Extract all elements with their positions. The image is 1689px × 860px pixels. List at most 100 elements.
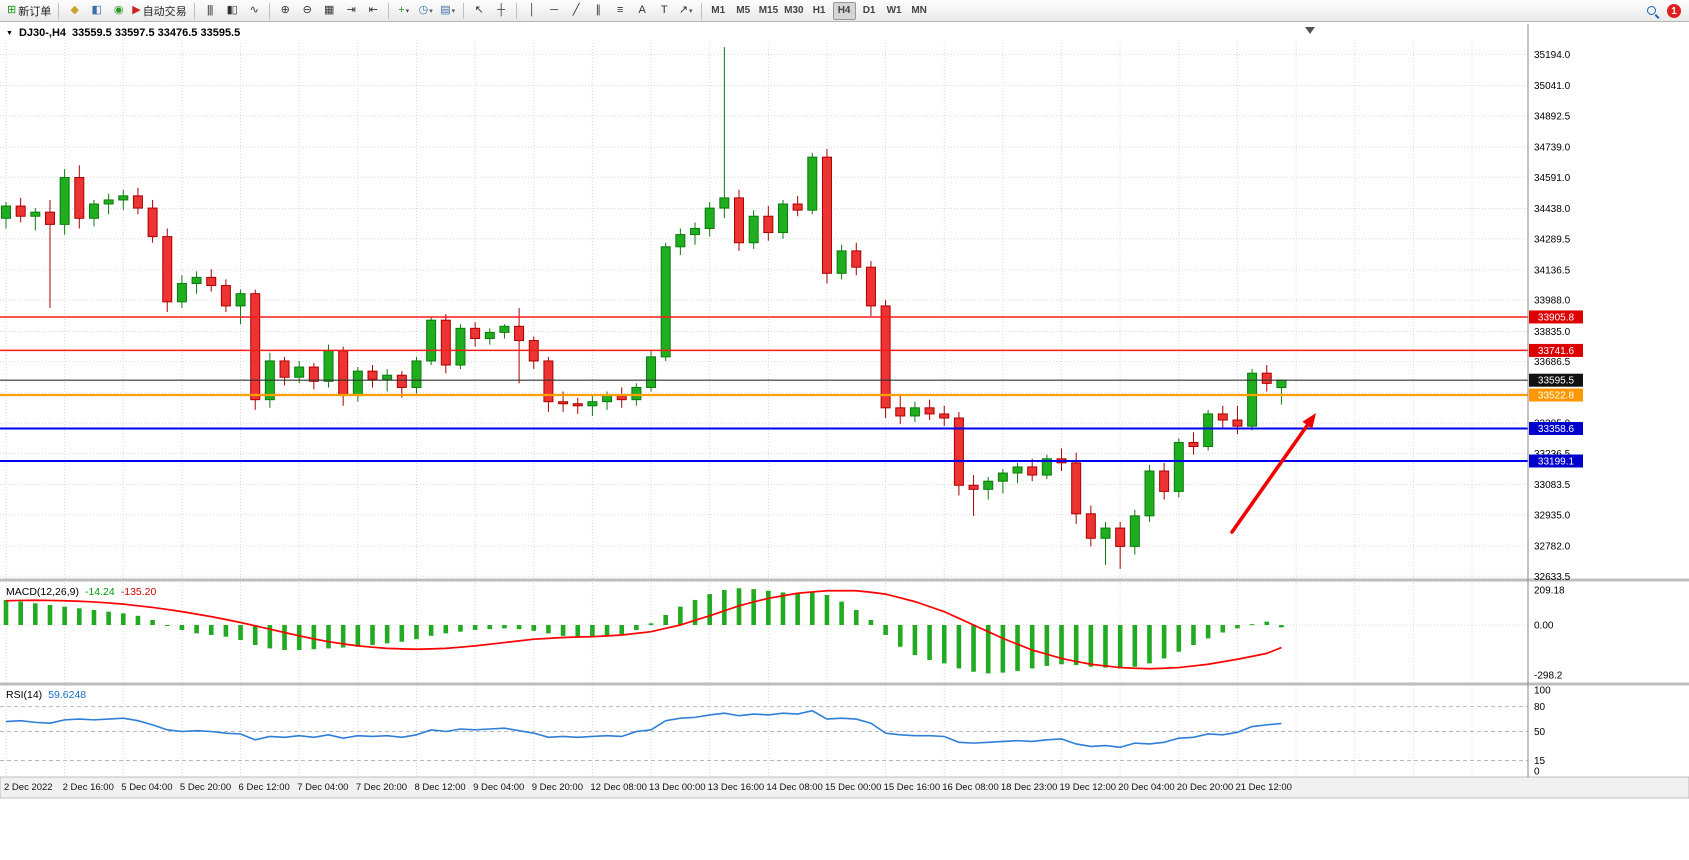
- vertical-line-button[interactable]: │: [522, 2, 542, 20]
- price-label: 32633.5: [1534, 572, 1571, 583]
- crosshair-button[interactable]: ┼: [491, 2, 511, 20]
- timeframe-h1-button[interactable]: H1: [808, 2, 831, 20]
- candle: [118, 189, 129, 211]
- periods-button[interactable]: ◷ ▾: [416, 2, 436, 20]
- macd-histogram-bar: [1205, 625, 1211, 639]
- trendline-button[interactable]: ╱: [566, 2, 586, 20]
- candle-body: [939, 413, 950, 419]
- candle-body: [250, 293, 261, 401]
- time-label: 16 Dec 08:00: [942, 782, 999, 793]
- panel-separator[interactable]: [0, 682, 1689, 686]
- candle: [660, 242, 671, 361]
- panel-separator[interactable]: [0, 578, 1689, 582]
- macd-histogram-bar: [663, 614, 668, 625]
- timeframe-w1-button[interactable]: W1: [883, 2, 906, 20]
- candle: [1232, 405, 1243, 435]
- candle: [514, 307, 525, 384]
- cursor-button[interactable]: ↖: [469, 2, 489, 20]
- timeframe-m5-button[interactable]: M5: [732, 2, 755, 20]
- macd-histogram-bar: [238, 625, 243, 641]
- candle-body: [1012, 466, 1023, 474]
- macd-histogram-bar: [853, 609, 859, 625]
- price-badge-label: 33905.8: [1538, 312, 1575, 323]
- macd-histogram-bar: [355, 625, 361, 647]
- timeframe-m1-button[interactable]: M1: [707, 2, 730, 20]
- macd-histogram-bar: [399, 625, 405, 642]
- time-label: 6 Dec 12:00: [239, 782, 290, 793]
- candle-body: [44, 211, 55, 225]
- auto-scroll-icon: ⇥: [346, 4, 356, 16]
- candle: [191, 271, 202, 294]
- indicators-button[interactable]: + ▾: [394, 2, 414, 20]
- text-button[interactable]: A: [632, 2, 652, 20]
- chart-symbol-dropdown-icon[interactable]: ▼: [6, 29, 13, 37]
- rsi-axis-labels: 100 80 50 150: [1534, 686, 1551, 778]
- timeframe-h4-button[interactable]: H4: [832, 1, 856, 20]
- text-label-button[interactable]: T: [654, 2, 674, 20]
- macd-histogram-bar: [164, 625, 170, 626]
- search-icon[interactable]: [1646, 5, 1659, 18]
- price-badge: 33358.6: [1529, 421, 1583, 435]
- candle-body: [909, 407, 920, 417]
- toolbar-right: 1: [1646, 0, 1681, 22]
- tile-windows-button[interactable]: ▦: [319, 2, 339, 20]
- main-chart-area[interactable]: [0, 43, 1528, 578]
- data-window-button[interactable]: ◧: [86, 2, 106, 20]
- time-label: 21 Dec 12:00: [1235, 782, 1292, 793]
- macd-histogram-bar: [883, 625, 888, 636]
- chart-canvas: 2 Dec 2022 2 Dec 16:00 5 Dec 04:00 5 Dec 20…: [0, 24, 1689, 799]
- candlestick-chart-button[interactable]: ▮▯: [222, 2, 242, 20]
- candle: [484, 328, 495, 345]
- line-chart-icon: ∿: [249, 4, 259, 16]
- zoom-in-button[interactable]: ⊕: [275, 2, 295, 20]
- auto-scroll-button[interactable]: ⇥: [341, 2, 361, 20]
- candle-body: [176, 282, 187, 303]
- line-chart-button[interactable]: ∿: [244, 2, 264, 20]
- macd-histogram-bar: [223, 625, 229, 637]
- timeframe-d1-button[interactable]: D1: [858, 2, 881, 20]
- notification-badge[interactable]: 1: [1667, 4, 1681, 18]
- candle-body: [1085, 513, 1096, 539]
- fibonacci-button[interactable]: ≡: [610, 2, 630, 20]
- horizontal-line-button[interactable]: ─: [544, 2, 564, 20]
- chart-shift-button[interactable]: ⇤: [363, 2, 383, 20]
- zoom-in-icon: ⊕: [280, 4, 290, 16]
- bar-chart-button[interactable]: |||: [200, 2, 220, 20]
- candle: [1129, 509, 1140, 555]
- clock-icon: ◷: [418, 4, 429, 16]
- candle-body: [1261, 372, 1272, 384]
- zoom-out-button[interactable]: ⊖: [297, 2, 317, 20]
- time-axis[interactable]: [0, 776, 1689, 799]
- autotrading-button[interactable]: ▶ 自动交易: [130, 2, 188, 20]
- arrows-button[interactable]: ↗ ▾: [676, 2, 696, 20]
- candle-body: [279, 360, 290, 378]
- macd-histogram-bar: [370, 625, 375, 646]
- candle: [909, 401, 920, 423]
- macd-histogram-bar: [1191, 625, 1196, 646]
- macd-panel-area[interactable]: [0, 585, 1528, 681]
- autotrading-icon: ▶: [132, 4, 141, 16]
- timeframe-mn-button[interactable]: MN: [908, 2, 931, 20]
- macd-histogram-bar: [77, 608, 82, 625]
- timeframe-m30-button[interactable]: M30: [782, 2, 805, 20]
- macd-histogram-bar: [384, 625, 390, 644]
- candle: [235, 289, 246, 325]
- trend-arrow-annotation[interactable]: [1230, 413, 1316, 534]
- price-scale-area[interactable]: [1529, 24, 1689, 777]
- candle: [851, 242, 862, 276]
- timeframe-m15-button[interactable]: M15: [757, 2, 780, 20]
- candle: [132, 187, 143, 215]
- navigator-button[interactable]: ◉: [108, 2, 128, 20]
- candle: [792, 195, 803, 217]
- toolbar-label: M30: [784, 5, 804, 16]
- chart-shift-icon: ⇤: [368, 4, 378, 16]
- rsi-panel-area[interactable]: [0, 689, 1528, 776]
- channel-button[interactable]: ∥: [588, 2, 608, 20]
- candle-body: [147, 207, 158, 238]
- market-watch-button[interactable]: ◆: [64, 2, 84, 20]
- templates-button[interactable]: ▤ ▾: [438, 2, 458, 20]
- macd-histogram-bar: [120, 613, 126, 625]
- zoom-out-icon: ⊖: [302, 4, 312, 16]
- chart-shift-marker[interactable]: [1305, 27, 1315, 34]
- new-order-button[interactable]: ⊞ 新订单: [5, 2, 53, 20]
